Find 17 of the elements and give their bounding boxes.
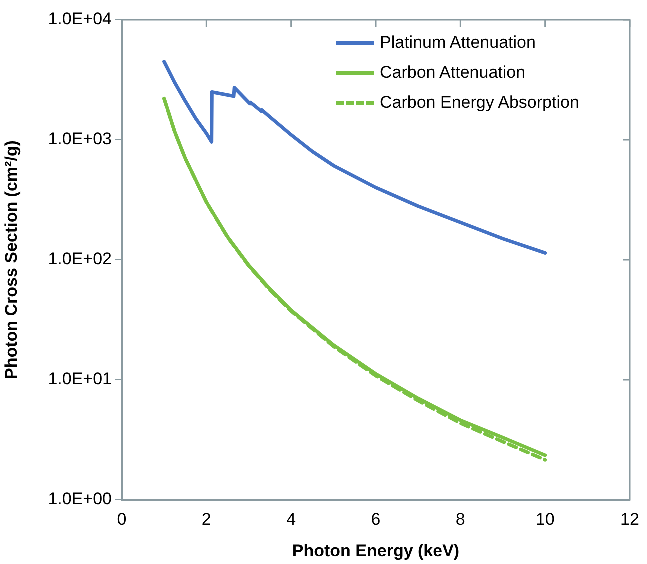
x-tick-label: 12 bbox=[620, 510, 640, 529]
y-axis-title: Photon Cross Section (cm²/g) bbox=[2, 140, 21, 380]
x-tick-label: 8 bbox=[456, 510, 466, 529]
legend-label: Platinum Attenuation bbox=[380, 33, 536, 53]
legend-label: Carbon Attenuation bbox=[380, 63, 526, 83]
y-tick-label: 1.0E+04 bbox=[48, 10, 112, 29]
x-axis-title: Photon Energy (keV) bbox=[292, 541, 460, 560]
x-tick-label: 6 bbox=[371, 510, 381, 529]
legend-label: Carbon Energy Absorption bbox=[380, 93, 580, 113]
x-tick-label: 10 bbox=[536, 510, 555, 529]
x-tick-label: 2 bbox=[202, 510, 212, 529]
y-tick-label: 1.0E+02 bbox=[48, 250, 112, 269]
y-tick-label: 1.0E+01 bbox=[48, 370, 112, 389]
x-tick-label: 4 bbox=[286, 510, 296, 529]
x-tick-label: 0 bbox=[117, 510, 127, 529]
y-tick-label: 1.0E+00 bbox=[48, 490, 112, 509]
y-tick-label: 1.0E+03 bbox=[48, 130, 112, 149]
